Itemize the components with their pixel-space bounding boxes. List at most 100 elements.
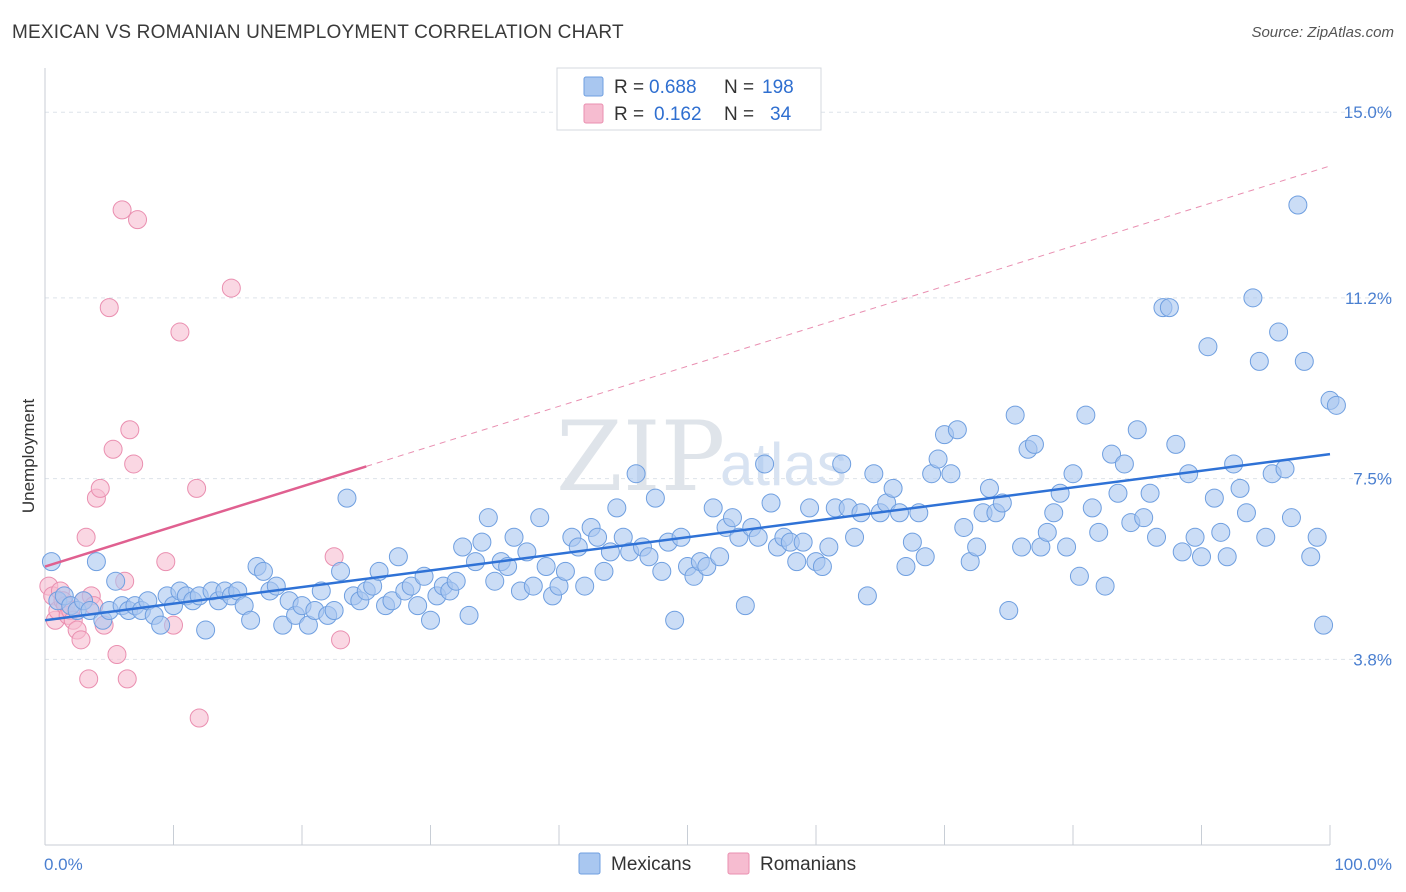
mexican-point (1005, 405, 1025, 425)
mexican-point (1211, 522, 1231, 542)
grid-lines (45, 111, 1392, 660)
mexican-point (1326, 395, 1346, 415)
mexican-point (311, 581, 331, 601)
mexican-point (1172, 542, 1192, 562)
legend-swatch-romanians (583, 103, 604, 124)
mexican-point (555, 561, 575, 581)
mexican-point (86, 552, 106, 572)
mexican-point (1012, 537, 1032, 557)
top-legend: R = 0.688 N = 198 R = 0.162 N = 34 (556, 67, 822, 131)
mexican-trend-line (44, 452, 1331, 622)
mexican-point (1102, 444, 1122, 464)
mexican-point (947, 420, 967, 440)
mexican-point (1050, 483, 1070, 503)
mexican-point (453, 537, 473, 557)
romanian-point (76, 527, 96, 547)
mexican-point (652, 561, 672, 581)
mexican-point (324, 601, 344, 621)
mexican-point (626, 464, 646, 484)
mexican-point (465, 552, 485, 572)
x-tick-label-max: 100.0% (1334, 855, 1392, 874)
mexican-point (1140, 483, 1160, 503)
mexican-point (1249, 351, 1269, 371)
mexican-point (530, 508, 550, 528)
romanian-point (71, 630, 91, 650)
mexican-point (331, 561, 351, 581)
mexican-point (1134, 508, 1154, 528)
mexican-point (253, 561, 273, 581)
mexican-point (645, 488, 665, 508)
mexican-point (755, 454, 775, 474)
romanian-point (90, 478, 110, 498)
mexican-point (1192, 547, 1211, 567)
chart-title: MEXICAN VS ROMANIAN UNEMPLOYMENT CORRELA… (12, 22, 624, 43)
mexican-point (761, 493, 781, 513)
mexican-point (1095, 576, 1115, 596)
legend-r-value-mexicans: 0.688 (649, 77, 697, 98)
mexican-point (729, 527, 749, 547)
bottom-legend-label-mexicans: Mexicans (611, 854, 691, 875)
mexican-point (1082, 498, 1102, 518)
mexican-point (735, 596, 755, 616)
mexican-point (999, 601, 1019, 621)
mexican-point (1269, 322, 1289, 342)
romanian-point (170, 322, 190, 342)
mexican-point (1281, 508, 1301, 528)
mexican-point (588, 527, 608, 547)
legend-n-value-romanians: 34 (770, 104, 792, 125)
mexican-point (1108, 483, 1128, 503)
mexican-point (992, 493, 1012, 513)
mexican-point (787, 552, 807, 572)
mexican-point (536, 557, 556, 577)
mexican-point (1314, 615, 1334, 635)
mexican-point (421, 610, 440, 630)
mexican-point (1204, 488, 1224, 508)
romanian-trend-line-dashed (366, 165, 1331, 467)
mexican-point (1114, 454, 1134, 474)
mexican-point (446, 571, 466, 591)
mexican-point (401, 576, 421, 596)
mexican-point (928, 449, 948, 469)
legend-r-label-mexicans: R = (614, 77, 644, 98)
mexican-point (196, 620, 216, 640)
mexican-point (337, 488, 357, 508)
mexican-point (1044, 503, 1064, 523)
mexican-point (1089, 522, 1109, 542)
mexican-point (864, 464, 884, 484)
y-tick-label: 15.0% (1344, 103, 1392, 122)
mexican-point (883, 478, 903, 498)
mexican-point (1057, 537, 1077, 557)
mexican-point (793, 532, 813, 552)
romanian-point (124, 454, 144, 474)
mexican-point (504, 527, 524, 547)
mexican-point (485, 571, 505, 591)
axes (44, 68, 1331, 846)
romanian-point (156, 552, 176, 572)
mexican-point (845, 527, 865, 547)
y-tick-labels: 3.8% 7.5% 11.2% 15.0% (1344, 103, 1392, 669)
mexican-point (241, 610, 261, 630)
mexican-point (812, 557, 832, 577)
legend-n-label-mexicans: N = (724, 77, 754, 98)
mexican-point (1307, 527, 1327, 547)
mexican-point (1159, 298, 1179, 318)
mexican-point (1166, 434, 1186, 454)
mexican-point (748, 527, 768, 547)
y-tick-label: 11.2% (1345, 289, 1392, 308)
mexican-point (639, 547, 659, 567)
watermark-zip: ZIP (556, 401, 725, 513)
romanian-point (189, 708, 209, 728)
romanian-trend-line-solid (44, 465, 367, 568)
mexican-point (665, 610, 685, 630)
legend-r-label-romanians: R = (614, 104, 644, 125)
romanian-point (99, 298, 119, 318)
mexican-point (954, 517, 974, 537)
mexican-point (1243, 288, 1263, 308)
mexican-point (1076, 405, 1096, 425)
mexican-point (1069, 566, 1089, 586)
mexican-point (1256, 527, 1276, 547)
mexican-point (1224, 454, 1244, 474)
chart-source: Source: ZipAtlas.com (1251, 24, 1394, 41)
mexican-point (819, 537, 839, 557)
mexican-point (106, 571, 126, 591)
